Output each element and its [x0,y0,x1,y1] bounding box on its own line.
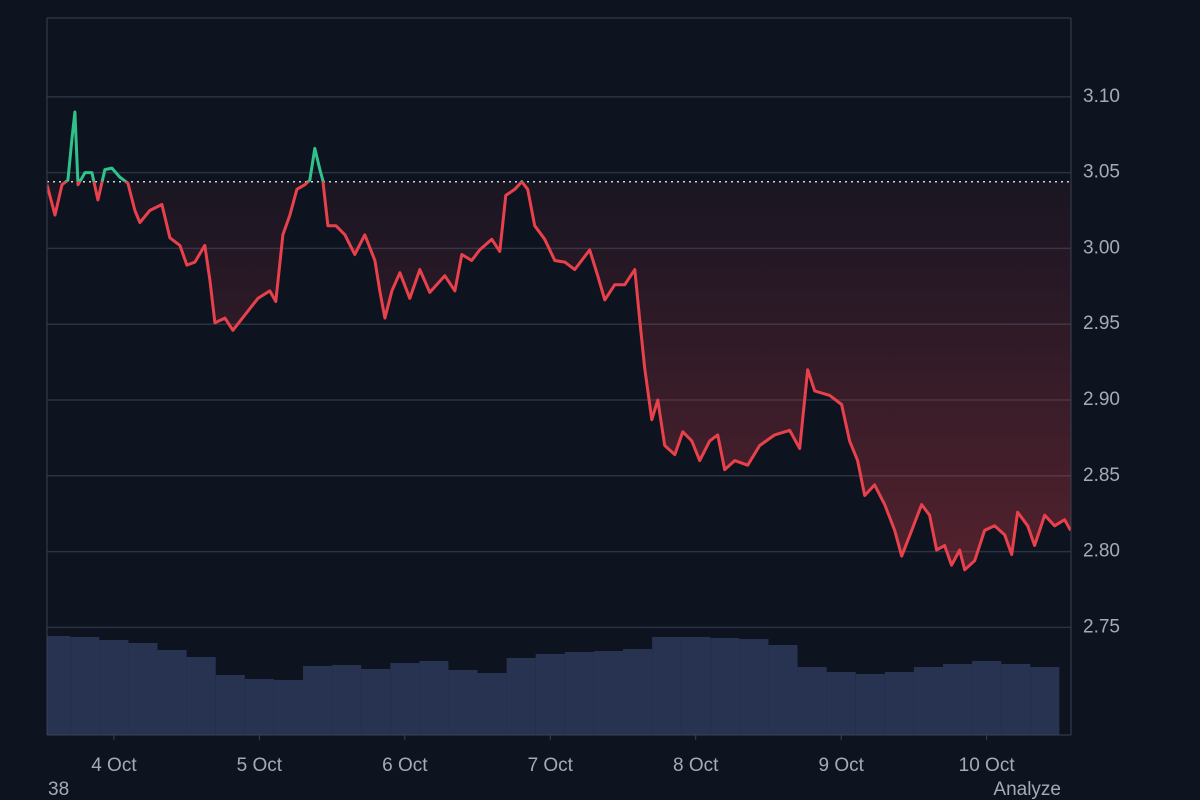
y-tick-label: 2.85 [1083,465,1120,486]
volume-bar [273,680,303,735]
volume-bar [884,672,914,735]
x-tick-label: 9 Oct [818,755,864,776]
x-tick-label: 10 Oct [959,755,1016,776]
volume-bar [710,638,740,735]
volume-bar [972,661,1002,735]
volume-bar [186,657,216,735]
x-tick-label: 4 Oct [91,755,137,776]
volume-bar [128,643,158,735]
volume-bar [99,640,129,735]
footer-right[interactable]: Analyze [993,779,1061,800]
volume-bar [506,658,536,735]
x-tick-label: 5 Oct [237,755,283,776]
y-tick-label: 2.80 [1083,541,1120,562]
volume-bar [244,679,274,735]
x-tick-label: 7 Oct [528,755,574,776]
volume-bar [1001,664,1031,735]
volume-bar [943,664,973,735]
volume-bar [623,649,653,735]
y-tick-label: 2.75 [1083,616,1120,637]
x-tick-label: 6 Oct [382,755,428,776]
volume-bar [303,666,333,735]
volume-bar [826,672,856,735]
footer-left: 38 [48,779,69,800]
volume-bar [913,667,943,735]
volume-bar [739,639,769,735]
volume-bar [1030,667,1060,735]
area-below [47,181,1071,570]
volume-bar [361,669,391,735]
volume-bar [70,637,100,735]
volume-bar [215,675,245,735]
volume-bar [564,652,594,735]
volume-bar [477,673,507,735]
volume-bar [681,637,711,735]
y-tick-label: 2.95 [1083,313,1120,334]
volume-bar [47,636,71,735]
volume-bar [390,663,420,735]
volume-bar [448,670,478,735]
y-tick-label: 3.00 [1083,237,1120,258]
price-line [47,110,1071,572]
volume-bar [419,661,449,735]
volume-bar [593,651,623,735]
volume-bar [652,637,682,735]
volume-bar [768,645,798,735]
volume-bar [855,674,885,735]
x-tick-label: 8 Oct [673,755,719,776]
y-tick-label: 2.90 [1083,389,1120,410]
volume-bar [157,650,187,735]
volume-bar [332,665,362,735]
y-tick-label: 3.10 [1083,86,1120,107]
y-tick-label: 3.05 [1083,162,1120,183]
volume-bar [535,654,565,735]
volume-bar [797,667,827,735]
